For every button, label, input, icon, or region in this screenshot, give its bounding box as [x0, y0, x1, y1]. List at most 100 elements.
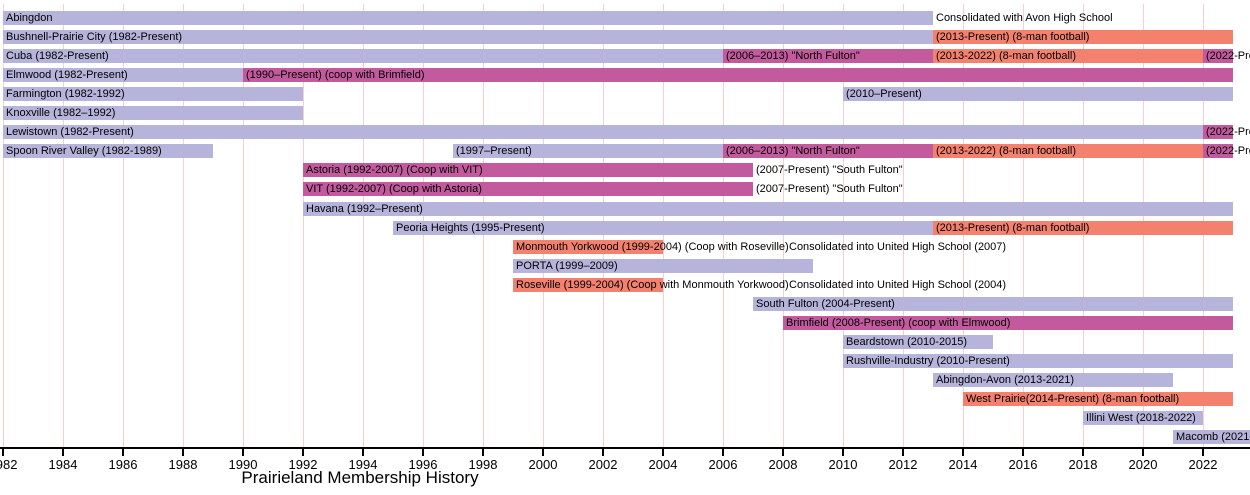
tick-1998: [482, 449, 484, 456]
timeline-bar-label: VIT (1992-2007) (Coop with Astoria): [306, 183, 482, 195]
timeline-bar-eightman: [933, 49, 1203, 63]
tick-label-1996: 1996: [408, 457, 438, 472]
timeline-bar-label: South Fulton (2004-Present): [756, 298, 895, 310]
timeline-bar-member: [3, 11, 933, 25]
tick-1982: [2, 449, 4, 456]
tick-label-2004: 2004: [648, 457, 678, 472]
timeline-bar-label: PORTA (1999–2009): [516, 260, 618, 272]
tick-2014: [962, 449, 964, 456]
timeline-bar-label: (2013-2022) (8-man football): [936, 145, 1077, 157]
timeline-bar-member: [3, 87, 303, 101]
tick-1996: [422, 449, 424, 456]
gridline-1990: [243, 4, 244, 447]
tick-2010: [842, 449, 844, 456]
tick-label-1984: 1984: [48, 457, 78, 472]
tick-2016: [1022, 449, 1024, 456]
timeline-bar-member: [3, 49, 723, 63]
tick-label-1994: 1994: [348, 457, 378, 472]
timeline-bar-label: (2006–2013) "North Fulton": [726, 50, 860, 62]
timeline-bar-label: Macomb (2021-P: [1176, 431, 1250, 443]
tick-1992: [302, 449, 304, 456]
timeline-bar-coop: [723, 49, 933, 63]
timeline-bar-label: Abingdon: [6, 12, 53, 24]
timeline-bar-member: [3, 68, 243, 82]
timeline-bar-label: (2010–Present): [846, 88, 922, 100]
timeline-bar-label: (2013-Present) (8-man football): [936, 31, 1090, 43]
timeline-bar-coop: [1203, 144, 1233, 158]
timeline-bar-member: [393, 221, 933, 235]
timeline-bar-label: (1990–Present) (coop with Brimfield): [246, 69, 425, 81]
timeline-bar-label: Abingdon-Avon (2013-2021): [936, 374, 1075, 386]
tick-2004: [662, 449, 664, 456]
timeline-bar-label: Farmington (1982-1992): [6, 88, 125, 100]
tick-label-2012: 2012: [888, 457, 918, 472]
gridline-1986: [123, 4, 124, 447]
timeline-bar-coop: [723, 144, 933, 158]
timeline-note: (2007-Present) "South Fulton": [756, 164, 903, 176]
timeline-bar-label: Astoria (1992-2007) (Coop with VIT): [306, 164, 483, 176]
timeline-bar-label: (1997–Present): [456, 145, 532, 157]
x-axis-line: [0, 447, 1250, 449]
tick-label-1992: 1992: [288, 457, 318, 472]
tick-1986: [122, 449, 124, 456]
timeline-bar-member: [753, 297, 1233, 311]
timeline-bar-label: Rushville-Industry (2010-Present): [846, 355, 1010, 367]
timeline-bar-label: (2022-Pre: [1206, 145, 1250, 157]
timeline-bar-label: Monmouth Yorkwood (1999-2004) (Coop with…: [516, 241, 789, 253]
timeline-bar-member: [3, 106, 303, 120]
timeline-bar-member: [843, 335, 993, 349]
tick-2012: [902, 449, 904, 456]
timeline-bar-label: Bushnell-Prairie City (1982-Present): [6, 31, 183, 43]
timeline-bar-coop: [783, 316, 1233, 330]
timeline-bar-eightman: [933, 144, 1203, 158]
timeline-bar-eightman: [933, 30, 1233, 44]
tick-label-2014: 2014: [948, 457, 978, 472]
timeline-bar-coop: [1203, 125, 1233, 139]
tick-2008: [782, 449, 784, 456]
tick-label-1990: 1990: [228, 457, 258, 472]
tick-2000: [542, 449, 544, 456]
timeline-bar-label: Brimfield (2008-Present) (coop with Elmw…: [786, 317, 1011, 329]
tick-2022: [1202, 449, 1204, 456]
timeline-bar-coop: [303, 163, 753, 177]
tick-label-2020: 2020: [1128, 457, 1158, 472]
tick-label-2008: 2008: [768, 457, 798, 472]
tick-label-2006: 2006: [708, 457, 738, 472]
tick-label-2010: 2010: [828, 457, 858, 472]
timeline-bar-eightman: [933, 221, 1233, 235]
timeline-bar-member: [933, 373, 1173, 387]
tick-1994: [362, 449, 364, 456]
timeline-bar-member: [3, 30, 933, 44]
timeline-bar-member: [453, 144, 723, 158]
timeline-bar-label: Spoon River Valley (1982-1989): [6, 145, 162, 157]
timeline-note: Consolidated with Avon High School: [936, 12, 1113, 24]
timeline-bar-coop: [243, 68, 1233, 82]
timeline-note: Consolidated into United High School (20…: [789, 279, 1007, 291]
timeline-bar-member: [843, 87, 1233, 101]
timeline-bar-label: (2013-2022) (8-man football): [936, 50, 1077, 62]
tick-label-1988: 1988: [168, 457, 198, 472]
tick-2002: [602, 449, 604, 456]
tick-2020: [1142, 449, 1144, 456]
tick-2018: [1082, 449, 1084, 456]
gridline-1988: [183, 4, 184, 447]
tick-label-2002: 2002: [588, 457, 618, 472]
timeline-bar-label: Knoxville (1982–1992): [6, 107, 116, 119]
timeline-bar-coop: [1203, 49, 1233, 63]
timeline-bar-label: (2006–2013) "North Fulton": [726, 145, 860, 157]
timeline-bar-member: [513, 259, 813, 273]
timeline-bar-label: Havana (1992–Present): [306, 203, 423, 215]
tick-label-2016: 2016: [1008, 457, 1038, 472]
tick-1990: [242, 449, 244, 456]
timeline-bar-member: [3, 125, 1203, 139]
gridline-1982: [3, 4, 4, 447]
tick-label-1998: 1998: [468, 457, 498, 472]
timeline-bar-member: [1083, 411, 1203, 425]
timeline-bar-member: [1173, 430, 1250, 444]
timeline-bar-label: (2022-Pre: [1206, 126, 1250, 138]
tick-label-2000: 2000: [528, 457, 558, 472]
tick-2006: [722, 449, 724, 456]
timeline-bar-label: West Prairie(2014-Present) (8-man footba…: [966, 393, 1180, 405]
tick-1988: [182, 449, 184, 456]
